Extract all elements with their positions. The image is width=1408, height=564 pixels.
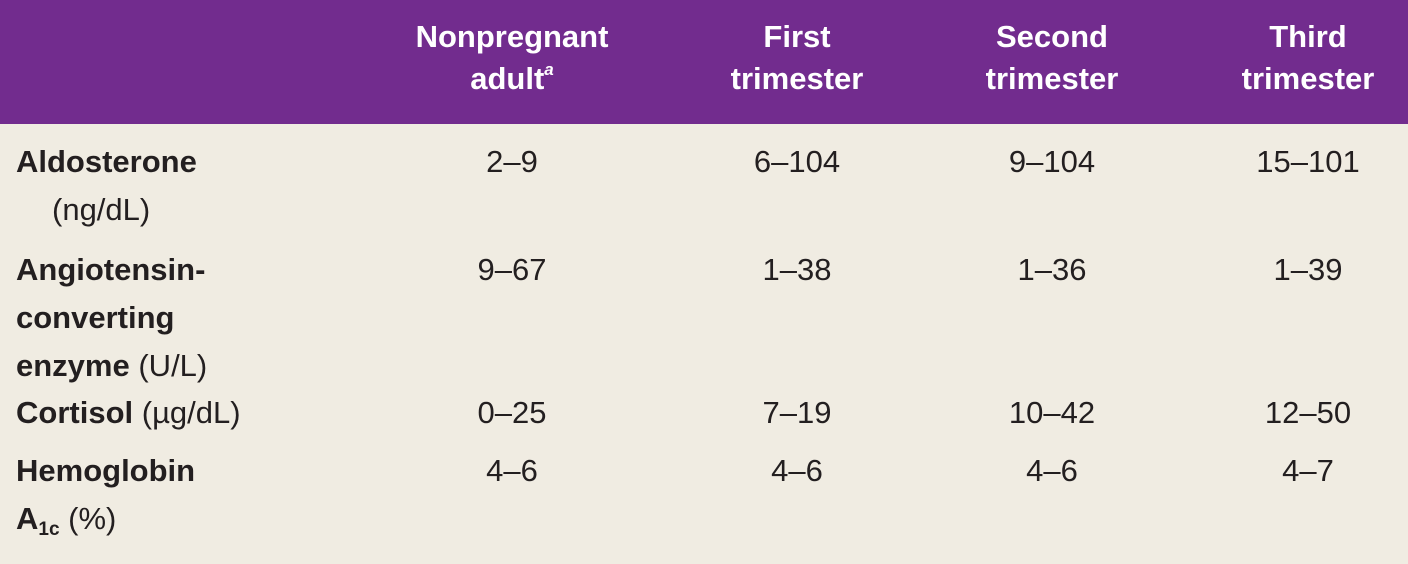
row-label: Cortisol (µg/dL) — [16, 389, 241, 437]
value-cell: 4–6 — [486, 453, 538, 488]
unit: (µg/dL) — [141, 395, 241, 430]
value-cell: 1–36 — [1017, 252, 1087, 287]
unit: (ng/dL) — [52, 192, 151, 227]
value-cell: 9–104 — [1008, 144, 1096, 179]
row-label: Hemoglobin A1c (%) — [16, 447, 195, 543]
header-text: Nonpregnant adult — [415, 19, 609, 96]
footnote-marker: a — [544, 60, 554, 79]
analyte: Hemoglobin — [16, 453, 196, 488]
value-cell: 12–50 — [1264, 395, 1352, 430]
table-row: Angiotensin-converting enzyme (U/L) 9–67… — [0, 232, 1408, 385]
column-header: Third trimester — [1241, 19, 1375, 96]
column-header: Second trimester — [985, 19, 1119, 96]
row-label: Angiotensin-converting enzyme (U/L) — [16, 246, 251, 390]
subscript: 1c — [38, 519, 60, 540]
value-cell: 2–9 — [486, 144, 538, 179]
analyte: Cortisol — [16, 395, 134, 430]
column-header: Nonpregnant adulta — [416, 16, 609, 100]
analyte: Aldosterone — [16, 144, 197, 179]
value-cell: 0–25 — [477, 395, 547, 430]
table-row: Hemoglobin A1c (%) 4–6 4–6 4–6 4–7 — [0, 440, 1408, 564]
value-cell: 1–38 — [762, 252, 832, 287]
value-cell: 9–67 — [477, 252, 547, 287]
value-cell: 10–42 — [1008, 395, 1096, 430]
value-cell: 4–7 — [1282, 453, 1334, 488]
analyte-symbol: A — [16, 501, 39, 536]
row-label: Aldosterone (ng/dL) — [16, 138, 197, 234]
column-header: First trimester — [730, 19, 864, 96]
table-row: Aldosterone (ng/dL) 2–9 6–104 9–104 15–101 — [0, 124, 1408, 232]
value-cell: 1–39 — [1273, 252, 1343, 287]
value-cell: 4–6 — [771, 453, 823, 488]
value-cell: 7–19 — [762, 395, 832, 430]
value-cell: 6–104 — [753, 144, 841, 179]
table-header: Nonpregnant adulta First trimester Secon… — [0, 0, 1408, 124]
value-cell: 4–6 — [1026, 453, 1078, 488]
table-row: Cortisol (µg/dL) 0–25 7–19 10–42 12–50 — [0, 385, 1408, 440]
value-cell: 15–101 — [1256, 144, 1360, 179]
unit: (U/L) — [138, 348, 208, 383]
analyte: Angiotensin-converting enzyme — [16, 252, 206, 383]
unit: (%) — [68, 501, 117, 536]
